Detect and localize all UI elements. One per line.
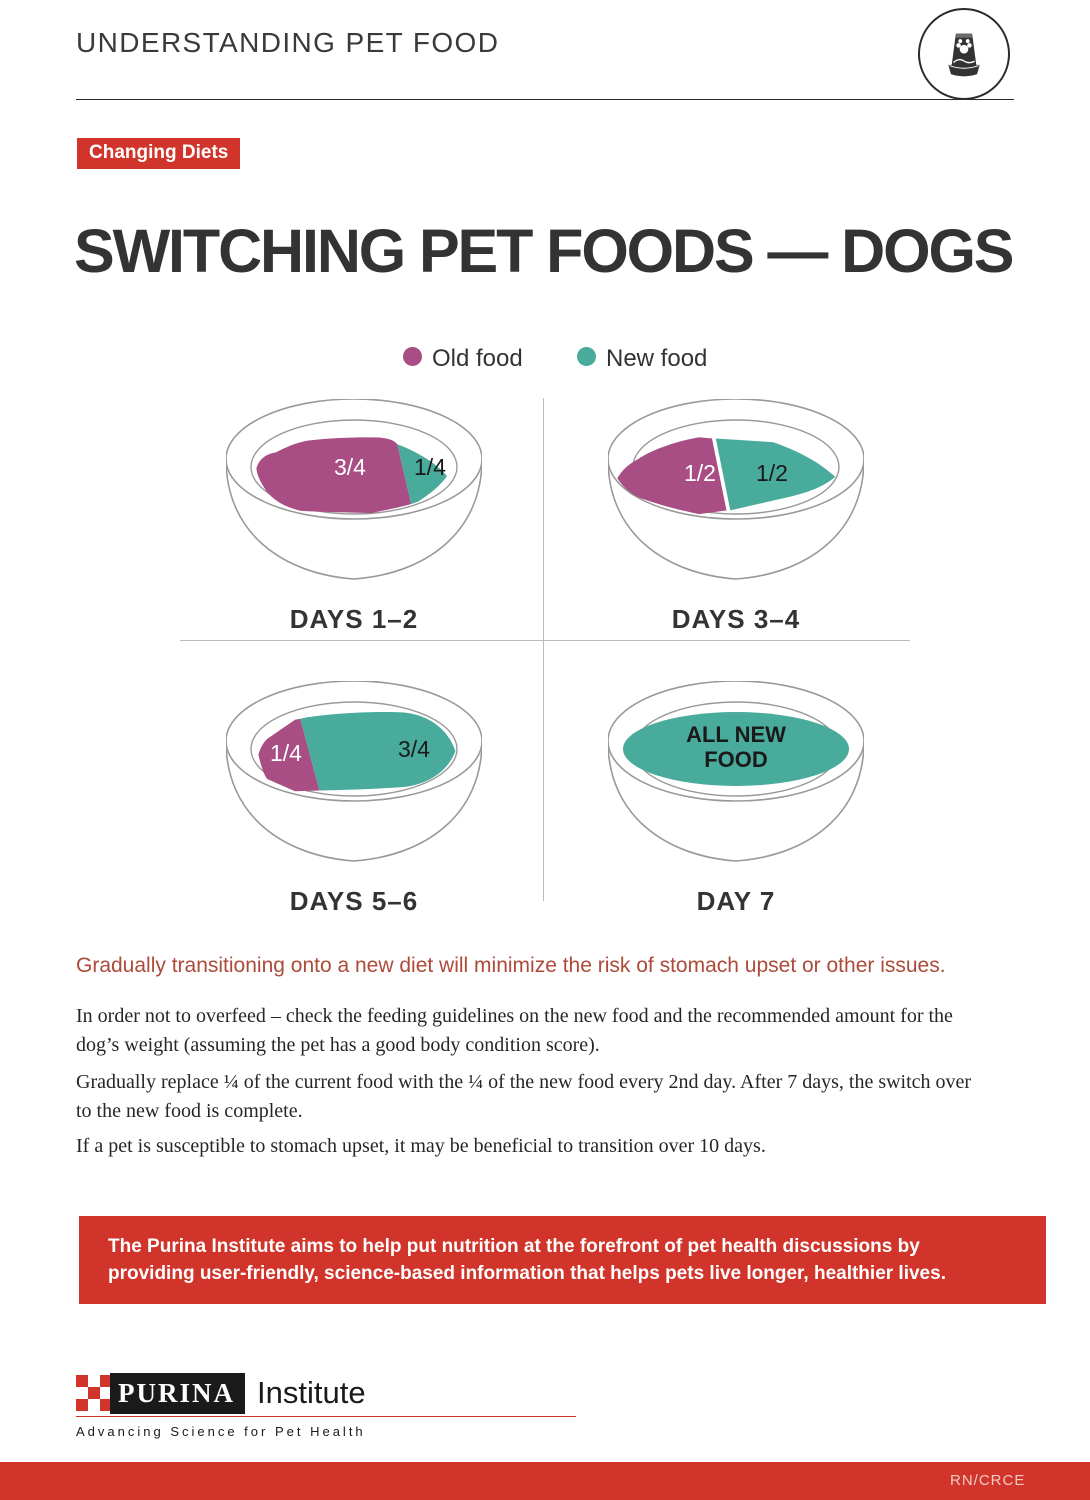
svg-text:1/4: 1/4 [270, 740, 302, 766]
svg-text:1/4: 1/4 [414, 454, 446, 480]
svg-text:3/4: 3/4 [398, 736, 430, 762]
svg-text:3/4: 3/4 [334, 454, 366, 480]
svg-text:FOOD: FOOD [704, 747, 768, 772]
svg-text:1/2: 1/2 [756, 460, 788, 486]
svg-text:1/2: 1/2 [684, 460, 716, 486]
svg-text:ALL NEW: ALL NEW [686, 722, 786, 747]
